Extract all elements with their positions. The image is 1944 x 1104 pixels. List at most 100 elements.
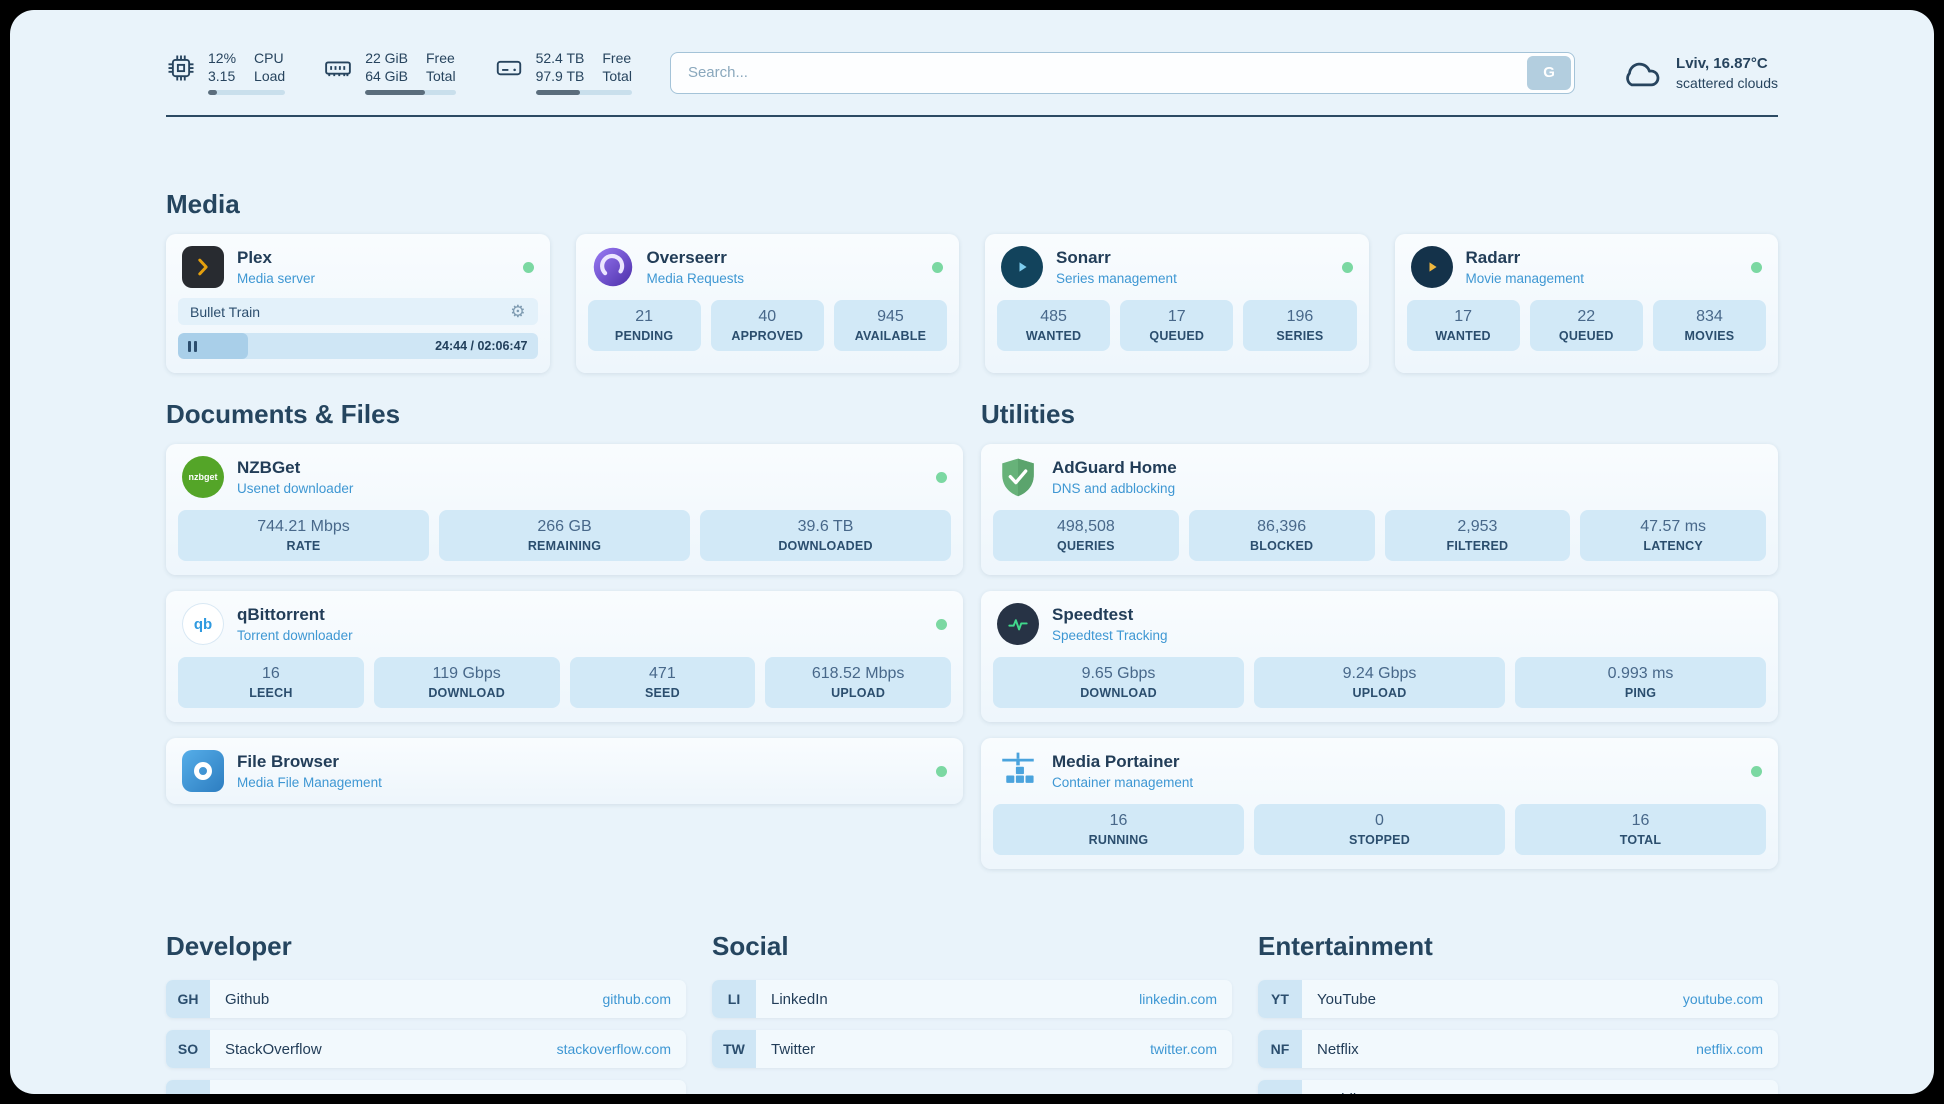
service-card-nzbget[interactable]: nzbget NZBGet Usenet downloader 744.21 M… xyxy=(166,444,963,575)
stat-box: 0.993 ms PING xyxy=(1515,657,1766,708)
stat-value: 47.57 ms xyxy=(1640,518,1707,535)
weather-condition: scattered clouds xyxy=(1676,74,1778,91)
service-card-sonarr[interactable]: Sonarr Series management 485 WANTED 17 Q… xyxy=(985,234,1369,373)
ram-progress-fill xyxy=(365,90,425,95)
disk-free-label: Free xyxy=(602,50,632,66)
overseerr-icon xyxy=(592,246,634,288)
qbittorrent-icon: qb xyxy=(182,603,224,645)
disk-progress-bar xyxy=(535,90,632,95)
stat-value: 0 xyxy=(1375,812,1384,829)
bookmark-youtube[interactable]: YT YouTube youtube.com xyxy=(1258,980,1778,1018)
topbar-divider xyxy=(166,115,1778,117)
stat-label: PENDING xyxy=(614,329,674,343)
bookmark-url[interactable]: netflix.com xyxy=(1696,1041,1763,1057)
adguard-icon xyxy=(997,456,1039,498)
ram-free-value: 22 GiB xyxy=(365,50,408,66)
radarr-icon xyxy=(1410,246,1453,288)
bookmark-linkedin[interactable]: LI LinkedIn linkedin.com xyxy=(712,980,1232,1018)
stat-label: STOPPED xyxy=(1349,833,1410,847)
stat-box: 834 MOVIES xyxy=(1652,300,1767,351)
stat-box: 119 Gbps DOWNLOAD xyxy=(373,657,560,708)
portainer-icon xyxy=(997,750,1039,792)
bookmark-url[interactable]: github.com xyxy=(602,991,671,1007)
service-subtitle: Movie management xyxy=(1465,271,1585,286)
stat-label: APPROVED xyxy=(731,329,804,343)
service-name: Sonarr xyxy=(1056,248,1111,267)
service-card-plex[interactable]: Plex Media server Bullet Train ⚙ xyxy=(166,234,550,373)
service-card-speedtest[interactable]: Speedtest Speedtest Tracking 9.65 Gbps D… xyxy=(981,591,1778,722)
stat-label: RUNNING xyxy=(1088,833,1149,847)
stat-label: AVAILABLE xyxy=(854,329,927,343)
bookmark-url[interactable]: linkedin.com xyxy=(1139,991,1217,1007)
bookmark-url[interactable]: stackoverflow.com xyxy=(556,1041,671,1057)
cpu-usage-value: 12% xyxy=(208,50,237,66)
bookmark-url[interactable]: youtube.com xyxy=(1682,991,1763,1007)
service-card-filebrowser[interactable]: File Browser Media File Management xyxy=(166,738,963,804)
bookmark-stackoverflow[interactable]: SO StackOverflow stackoverflow.com xyxy=(166,1030,686,1068)
stat-value: 17 xyxy=(1454,308,1472,325)
bookmark-reddit[interactable]: RE Reddit reddit.com xyxy=(1258,1080,1778,1094)
stat-label: QUERIES xyxy=(1057,539,1115,553)
bookmark-url[interactable]: reddit.com xyxy=(1698,1091,1763,1094)
bookmark-netflix[interactable]: NF Netflix netflix.com xyxy=(1258,1030,1778,1068)
search-input[interactable] xyxy=(673,64,1528,81)
stat-label: UPLOAD xyxy=(1352,686,1407,700)
stat-value: 39.6 TB xyxy=(797,518,854,535)
stat-value: 2,953 xyxy=(1457,518,1498,535)
cpu-progress-fill xyxy=(208,90,218,95)
stat-value: 40 xyxy=(758,308,777,325)
stat-label: LEECH xyxy=(249,686,293,700)
stat-box: 0 STOPPED xyxy=(1254,804,1505,855)
stat-value: 196 xyxy=(1286,308,1314,325)
bookmark-dev[interactable]: DT DEV dev.to xyxy=(166,1080,686,1094)
stat-label: PING xyxy=(1624,686,1657,700)
stat-box: 498,508 QUERIES xyxy=(993,510,1179,561)
cloud-icon xyxy=(1619,51,1663,95)
status-dot xyxy=(936,471,947,483)
stat-value: 471 xyxy=(649,665,676,682)
stackoverflow-icon: SO xyxy=(166,1030,210,1068)
stat-value: 618.52 Mbps xyxy=(811,665,905,682)
stat-value: 0.993 ms xyxy=(1607,665,1674,682)
search-engine-button[interactable]: G xyxy=(1527,55,1572,90)
cpu-usage-label: CPU xyxy=(254,50,284,66)
stat-label: QUEUED xyxy=(1149,329,1205,343)
stat-label: UPLOAD xyxy=(831,686,886,700)
bookmark-url[interactable]: dev.to xyxy=(634,1091,671,1094)
stat-label: REMAINING xyxy=(527,539,602,553)
section-title-social: Social xyxy=(712,931,789,961)
service-card-radarr[interactable]: Radarr Movie management 17 WANTED 22 QUE… xyxy=(1394,234,1778,373)
service-name: Radarr xyxy=(1465,248,1521,267)
bookmark-twitter[interactable]: TW Twitter twitter.com xyxy=(712,1030,1232,1068)
bookmark-name: DEV xyxy=(225,1091,256,1095)
bookmark-url[interactable]: twitter.com xyxy=(1150,1041,1217,1057)
stat-box: 266 GB REMAINING xyxy=(439,510,690,561)
stat-box: 618.52 Mbps UPLOAD xyxy=(765,657,951,708)
weather-widget[interactable]: Lviv, 16.87°C scattered clouds xyxy=(1619,51,1778,95)
bookmark-name: Twitter xyxy=(771,1040,816,1058)
stat-label: QUEUED xyxy=(1558,329,1614,343)
stat-box: 471 SEED xyxy=(569,657,756,708)
dev-icon: DT xyxy=(166,1080,210,1094)
service-name: qBittorrent xyxy=(237,605,325,624)
ram-total-value: 64 GiB xyxy=(365,68,408,84)
stat-label: DOWNLOAD xyxy=(428,686,505,700)
bookmark-github[interactable]: GH Github github.com xyxy=(166,980,686,1018)
service-card-portainer[interactable]: Media Portainer Container management 16 … xyxy=(981,738,1778,869)
status-dot xyxy=(1751,765,1762,777)
stat-box: 47.57 ms LATENCY xyxy=(1580,510,1766,561)
bookmark-name: YouTube xyxy=(1317,990,1376,1008)
netflix-icon: NF xyxy=(1258,1030,1302,1068)
stat-value: 9.24 Gbps xyxy=(1342,665,1417,682)
service-card-overseerr[interactable]: Overseerr Media Requests 21 PENDING 40 A… xyxy=(575,234,959,373)
service-card-qbittorrent[interactable]: qb qBittorrent Torrent downloader 16 xyxy=(166,591,963,722)
service-subtitle: Media Requests xyxy=(646,271,745,286)
weather-location: Lviv, 16.87°C xyxy=(1676,54,1768,72)
playback-progress-bar[interactable]: 24:44 / 02:06:47 xyxy=(178,333,538,359)
service-subtitle: Speedtest Tracking xyxy=(1052,628,1168,643)
status-dot xyxy=(1341,261,1353,273)
stat-box: 196 SERIES xyxy=(1243,300,1357,351)
service-card-adguard[interactable]: AdGuard Home DNS and adblocking 498,508 … xyxy=(981,444,1778,575)
gear-icon[interactable]: ⚙ xyxy=(510,302,526,321)
service-name: Speedtest xyxy=(1052,605,1134,624)
